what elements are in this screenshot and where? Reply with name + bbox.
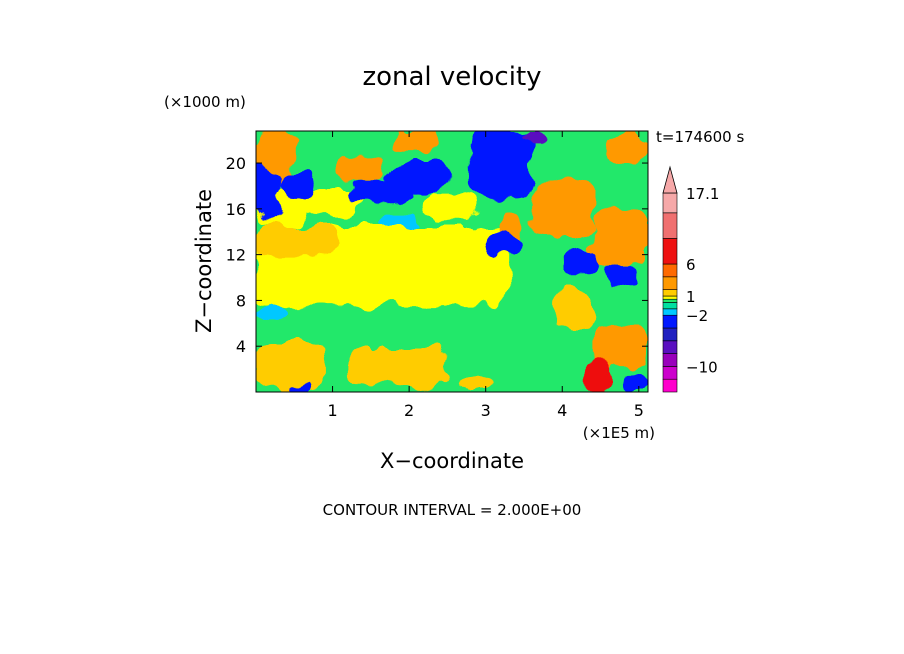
- velocity-region: [485, 231, 524, 255]
- x-tick-label: 1: [327, 401, 337, 420]
- velocity-region: [256, 340, 325, 390]
- velocity-region: [592, 323, 648, 370]
- velocity-region: [523, 131, 547, 146]
- time-label: t=174600 s: [656, 128, 744, 146]
- colorbar-swatch: [662, 263, 678, 278]
- velocity-region: [608, 134, 648, 164]
- velocity-region: [585, 357, 609, 392]
- colorbar-swatch: [662, 276, 678, 290]
- plot-area: [255, 130, 649, 393]
- colorbar-swatch: [662, 298, 678, 303]
- x-axis: 1 2 3 4 5: [327, 131, 644, 420]
- x-tick-label: 2: [404, 401, 414, 420]
- colorbar-label: 1: [686, 288, 696, 306]
- x-tick-label: 4: [557, 401, 567, 420]
- velocity-region: [286, 382, 310, 392]
- colorbar: 17.1 6 1−2 −10: [662, 165, 719, 393]
- velocity-region: [600, 266, 639, 284]
- y-axis-label: Z−coordinate: [192, 189, 216, 333]
- velocity-region: [378, 214, 417, 227]
- colorbar-swatch: [662, 212, 678, 239]
- x-tick-label: 5: [634, 401, 644, 420]
- colorbar-swatch: [662, 238, 678, 265]
- colorbar-overflow-arrow: [662, 165, 678, 194]
- x-tick-label: 3: [481, 401, 491, 420]
- colorbar-swatch: [662, 327, 678, 342]
- colorbar-swatch: [662, 340, 678, 354]
- y-axis-unit: (×1000 m): [164, 93, 246, 111]
- colorbar-swatch: [662, 366, 678, 380]
- velocity-region: [455, 378, 494, 392]
- colorbar-label: −10: [686, 358, 718, 376]
- velocity-region: [562, 248, 601, 272]
- velocity-region: [470, 131, 532, 198]
- y-tick-label: 20: [226, 154, 246, 173]
- colorbar-label: 17.1: [686, 185, 719, 203]
- velocity-region: [424, 191, 479, 221]
- y-tick-label: 12: [226, 246, 246, 265]
- velocity-region: [278, 174, 318, 198]
- velocity-region: [386, 163, 448, 192]
- y-tick-label: 16: [226, 200, 246, 219]
- y-axis: 4 8 12 16 20: [226, 154, 648, 356]
- chart-title: zonal velocity: [362, 62, 541, 92]
- velocity-region: [592, 208, 648, 267]
- velocity-region: [256, 168, 279, 221]
- colorbar-swatch: [662, 295, 678, 300]
- velocity-region: [332, 157, 387, 181]
- colorbar-swatch: [662, 289, 678, 297]
- x-axis-label: X−coordinate: [380, 449, 524, 473]
- colorbar-swatch: [662, 378, 678, 393]
- colorbar-label: −2: [686, 307, 708, 325]
- velocity-region: [347, 348, 448, 387]
- velocity-region: [301, 185, 364, 215]
- velocity-region: [393, 131, 440, 152]
- y-tick-label: 8: [236, 291, 246, 310]
- colorbar-swatch: [662, 302, 678, 310]
- plot-frame: [255, 130, 649, 393]
- velocity-field: [256, 131, 648, 392]
- colorbar-label: 6: [686, 256, 696, 274]
- velocity-region: [554, 288, 593, 330]
- colorbar-swatch: [662, 314, 678, 329]
- y-tick-label: 4: [236, 337, 246, 356]
- colorbar-swatch: [662, 308, 678, 316]
- velocity-region: [256, 226, 341, 255]
- contour-interval-note: CONTOUR INTERVAL = 2.000E+00: [323, 501, 582, 519]
- colorbar-swatch: [662, 192, 678, 214]
- velocity-region: [256, 306, 287, 324]
- velocity-region: [531, 180, 593, 238]
- colorbar-swatch: [662, 353, 678, 367]
- x-axis-unit: (×1E5 m): [583, 424, 655, 442]
- velocity-region: [623, 374, 648, 392]
